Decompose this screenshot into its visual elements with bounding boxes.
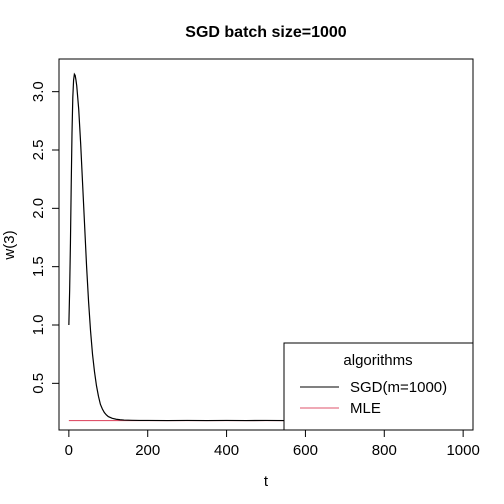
x-axis: 0 200 400 600 800 1000: [65, 429, 480, 459]
y-tick-label: 1.0: [30, 315, 47, 336]
x-tick-label: 400: [214, 442, 239, 459]
x-tick-label: 600: [293, 442, 318, 459]
legend: algorithms SGD(m=1000) MLE: [283, 342, 474, 431]
y-axis: 0.5 1.0 1.5 2.0 2.5 3.0: [30, 81, 60, 394]
y-tick-label: 2.0: [30, 198, 47, 219]
y-axis-label: w(3): [1, 230, 18, 260]
legend-label-mle: MLE: [350, 400, 381, 417]
x-axis-label: t: [264, 473, 269, 490]
y-tick-label: 0.5: [30, 373, 47, 394]
x-tick-label: 0: [65, 442, 73, 459]
legend-title: algorithms: [343, 352, 412, 369]
y-tick-label: 3.0: [30, 81, 47, 102]
legend-label-sgd: SGD(m=1000): [350, 379, 447, 396]
x-tick-label: 200: [135, 442, 160, 459]
y-tick-label: 1.5: [30, 256, 47, 277]
y-tick-label: 2.5: [30, 140, 47, 161]
x-tick-label: 1000: [446, 442, 479, 459]
x-tick-label: 800: [372, 442, 397, 459]
chart-title: SGD batch size=1000: [185, 24, 347, 41]
